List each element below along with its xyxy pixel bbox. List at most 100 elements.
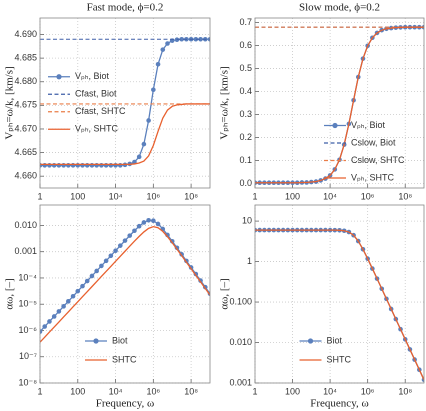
data-point bbox=[70, 163, 76, 168]
y-tick-label: 1 bbox=[247, 256, 252, 266]
y-axis-label: Vₚₕ=ω/k, [km/s] bbox=[219, 66, 231, 139]
data-point bbox=[40, 329, 43, 334]
y-tick-label: 0.4 bbox=[239, 86, 252, 96]
x-axis-label: Frequency, ω bbox=[310, 398, 368, 410]
y-axis-label: Vₚₕ=ω/k, [km/s] bbox=[4, 66, 16, 139]
x-tick-label: 100 bbox=[70, 191, 85, 201]
data-point bbox=[94, 268, 99, 274]
data-point bbox=[89, 273, 95, 279]
data-point bbox=[151, 87, 156, 93]
data-point bbox=[165, 41, 170, 46]
legend-marker bbox=[93, 338, 99, 344]
data-point bbox=[80, 283, 85, 289]
data-point bbox=[127, 233, 133, 238]
data-point bbox=[198, 36, 203, 42]
x-tick-label: 1 bbox=[252, 191, 257, 201]
legend-label: Biot bbox=[327, 335, 343, 345]
y-tick-label: 10⁻⁶ bbox=[19, 325, 38, 335]
series-line bbox=[40, 103, 210, 166]
data-point bbox=[51, 314, 57, 319]
y-tick-label: 0.0 bbox=[239, 178, 252, 188]
data-point bbox=[47, 163, 52, 168]
y-tick-label: 0.3 bbox=[239, 109, 252, 119]
legend-label: SHTC bbox=[112, 354, 137, 364]
data-point bbox=[84, 163, 90, 168]
x-tick-label: 100 bbox=[70, 386, 85, 396]
x-tick-label: 100 bbox=[285, 386, 300, 396]
series-line bbox=[40, 225, 210, 343]
y-tick-label: 0.7 bbox=[239, 17, 252, 27]
data-point bbox=[51, 163, 57, 168]
plot-frame bbox=[39, 204, 211, 384]
data-point bbox=[117, 243, 123, 248]
legend-label: Biot bbox=[112, 335, 128, 345]
data-point bbox=[113, 248, 118, 254]
x-tick-label: 10⁸ bbox=[398, 191, 412, 201]
x-axis-label: Frequency, ω bbox=[96, 398, 154, 410]
data-point bbox=[117, 163, 123, 168]
legend-label: Cslow, SHTC bbox=[351, 155, 405, 165]
plot-frame bbox=[39, 17, 211, 189]
plot-area bbox=[255, 227, 424, 383]
y-tick-label: 0.1 bbox=[239, 155, 252, 165]
x-tick-label: 10⁶ bbox=[146, 386, 160, 396]
plot-area bbox=[40, 36, 210, 168]
data-point bbox=[151, 218, 156, 224]
y-axis-label: αω, [–] bbox=[4, 278, 16, 309]
data-point bbox=[99, 163, 104, 168]
chart-title: Slow mode, ϕ=0.2 bbox=[299, 2, 380, 14]
x-tick-label: 10⁴ bbox=[323, 386, 337, 396]
legend-label: Vₚₕ, SHTC bbox=[75, 124, 118, 134]
y-axis-label: αω, [–] bbox=[219, 278, 231, 309]
data-point bbox=[113, 163, 118, 168]
y-tick-label: 4.660 bbox=[14, 171, 37, 181]
plot-area bbox=[255, 24, 424, 186]
y-tick-label: 4.665 bbox=[14, 147, 37, 157]
data-point bbox=[75, 163, 81, 168]
y-tick-label: 4.690 bbox=[14, 29, 37, 39]
legend-label: Cslow, Biot bbox=[351, 137, 396, 147]
data-point bbox=[89, 163, 95, 168]
data-point bbox=[61, 163, 66, 168]
x-tick-label: 10⁴ bbox=[323, 191, 337, 201]
data-point bbox=[155, 61, 161, 67]
data-point bbox=[141, 220, 147, 225]
y-tick-label: 0.2 bbox=[239, 132, 252, 142]
x-tick-label: 10⁴ bbox=[109, 386, 123, 396]
data-point bbox=[146, 118, 151, 123]
y-tick-label: 10⁻⁵ bbox=[19, 299, 38, 309]
x-tick-label: 10⁶ bbox=[361, 386, 375, 396]
data-point bbox=[42, 324, 48, 329]
series-line bbox=[255, 229, 424, 381]
data-point bbox=[75, 288, 81, 294]
y-tick-label: 0.100 bbox=[229, 296, 252, 306]
legend-label: Vₚₕ, Biot bbox=[351, 120, 386, 130]
plot-area bbox=[40, 217, 210, 343]
legend-label: SHTC bbox=[327, 354, 352, 364]
x-tick-label: 100 bbox=[285, 191, 300, 201]
data-point bbox=[42, 163, 48, 168]
y-tick-label: 10⁻⁷ bbox=[19, 351, 37, 361]
chart-title: Fast mode, ϕ=0.2 bbox=[87, 2, 164, 14]
x-tick-label: 1 bbox=[37, 386, 42, 396]
data-point bbox=[103, 163, 109, 168]
x-tick-label: 10⁸ bbox=[398, 386, 412, 396]
data-point bbox=[122, 238, 128, 243]
data-point bbox=[132, 228, 137, 234]
y-tick-label: 10⁻⁴ bbox=[18, 272, 37, 282]
data-point bbox=[193, 36, 199, 42]
data-point bbox=[56, 309, 62, 314]
plot-frame bbox=[254, 204, 425, 384]
y-tick-label: 0.001 bbox=[229, 377, 252, 387]
data-point bbox=[70, 293, 76, 299]
data-point bbox=[84, 278, 90, 284]
legend-marker bbox=[332, 122, 338, 129]
data-point bbox=[207, 36, 210, 42]
data-point bbox=[141, 141, 147, 147]
x-tick-label: 10⁶ bbox=[361, 191, 375, 201]
legend-marker bbox=[307, 338, 314, 344]
data-point bbox=[179, 36, 184, 42]
data-point bbox=[47, 319, 52, 324]
data-point bbox=[108, 163, 114, 168]
